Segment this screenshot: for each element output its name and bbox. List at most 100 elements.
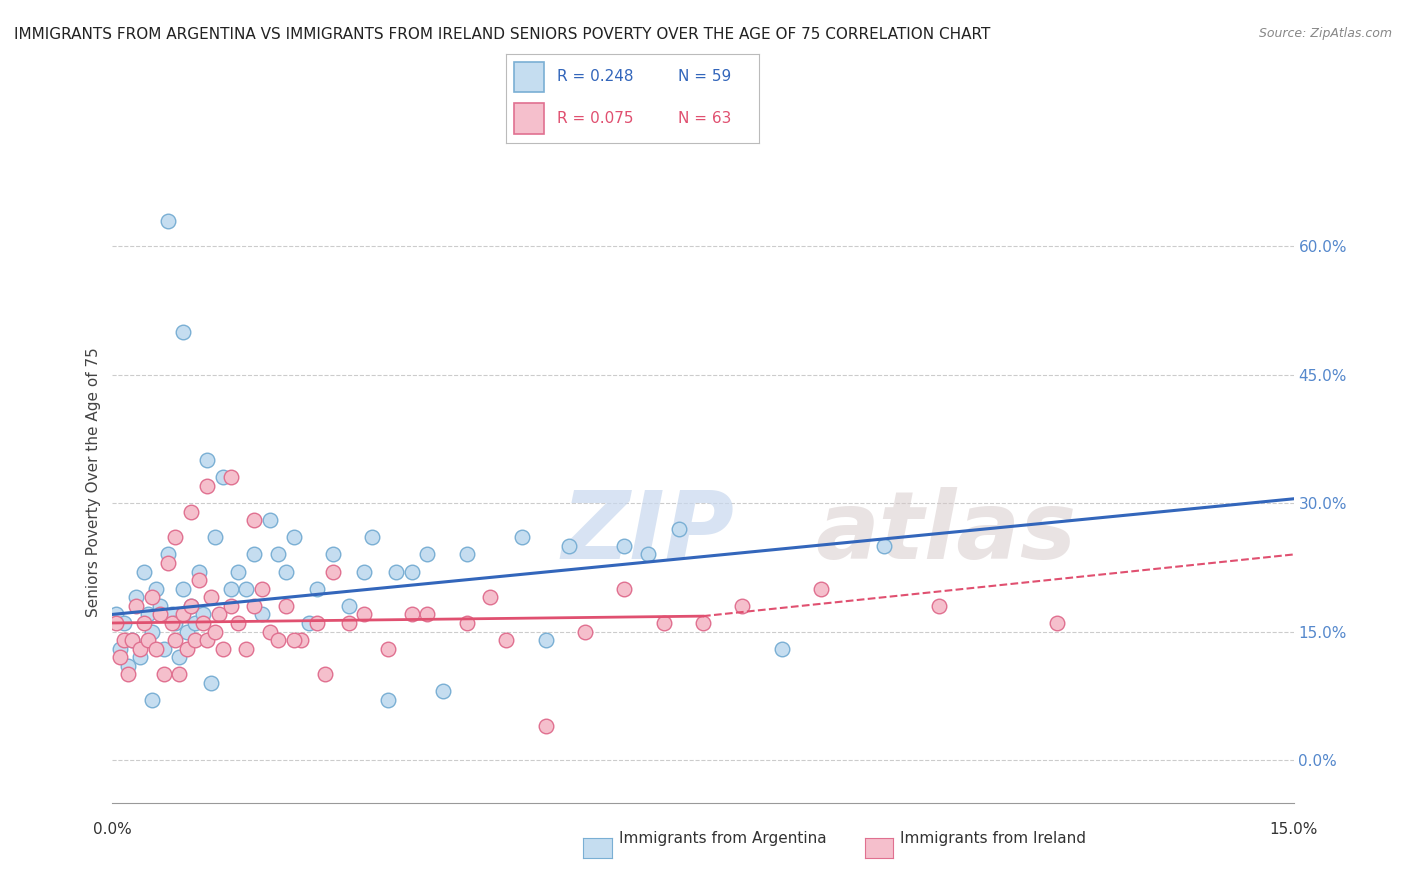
Point	[283, 633, 305, 648]
Point	[184, 633, 207, 648]
Point	[652, 615, 675, 630]
Point	[195, 453, 218, 467]
Point	[250, 582, 273, 596]
Point	[145, 582, 167, 596]
Point	[574, 624, 596, 639]
Point	[613, 582, 636, 596]
Point	[235, 641, 257, 656]
FancyBboxPatch shape	[513, 103, 544, 134]
Point	[105, 615, 128, 630]
Point	[112, 615, 135, 630]
Point	[219, 599, 242, 613]
Point	[211, 470, 233, 484]
Point	[165, 633, 187, 648]
Point	[731, 599, 754, 613]
Point	[770, 641, 793, 656]
Point	[228, 615, 250, 630]
Point	[132, 615, 155, 630]
Point	[510, 530, 533, 544]
Point	[243, 548, 266, 562]
Point	[184, 615, 207, 630]
Point	[274, 565, 297, 579]
Point	[204, 624, 226, 639]
Point	[534, 719, 557, 733]
Point	[125, 599, 148, 613]
Point	[243, 599, 266, 613]
Point	[416, 548, 439, 562]
Point	[188, 573, 211, 587]
Point	[160, 615, 183, 630]
Point	[219, 470, 242, 484]
Point	[121, 633, 143, 648]
Point	[243, 513, 266, 527]
Point	[228, 565, 250, 579]
Point	[314, 667, 336, 681]
Point	[200, 676, 222, 690]
Point	[322, 548, 344, 562]
Point	[160, 607, 183, 622]
Point	[172, 607, 194, 622]
Point	[810, 582, 832, 596]
FancyBboxPatch shape	[513, 62, 544, 92]
Y-axis label: Seniors Poverty Over the Age of 75: Seniors Poverty Over the Age of 75	[86, 347, 101, 616]
Point	[668, 522, 690, 536]
Point	[259, 513, 281, 527]
Text: 0.0%: 0.0%	[93, 822, 132, 837]
Point	[290, 633, 312, 648]
Point	[361, 530, 384, 544]
Point	[401, 607, 423, 622]
Point	[219, 582, 242, 596]
Text: R = 0.075: R = 0.075	[557, 112, 633, 126]
Point	[637, 548, 659, 562]
Point	[456, 615, 478, 630]
Point	[172, 582, 194, 596]
Text: IMMIGRANTS FROM ARGENTINA VS IMMIGRANTS FROM IRELAND SENIORS POVERTY OVER THE AG: IMMIGRANTS FROM ARGENTINA VS IMMIGRANTS …	[14, 27, 990, 42]
Point	[169, 667, 191, 681]
Point	[141, 624, 163, 639]
Point	[283, 530, 305, 544]
Point	[200, 591, 222, 605]
Point	[353, 607, 375, 622]
Point	[377, 641, 399, 656]
Point	[129, 641, 152, 656]
Point	[267, 633, 290, 648]
Point	[307, 582, 329, 596]
Point	[191, 607, 214, 622]
Text: N = 59: N = 59	[678, 70, 731, 84]
Point	[267, 548, 290, 562]
Point	[873, 539, 896, 553]
Point	[385, 565, 408, 579]
Point	[141, 693, 163, 707]
Point	[353, 565, 375, 579]
Point	[479, 591, 502, 605]
Text: Immigrants from Argentina: Immigrants from Argentina	[619, 831, 827, 846]
Point	[117, 667, 139, 681]
Point	[176, 624, 198, 639]
Point	[132, 565, 155, 579]
Point	[165, 530, 187, 544]
Point	[1046, 615, 1069, 630]
Point	[180, 505, 202, 519]
Point	[156, 548, 179, 562]
Point	[112, 633, 135, 648]
Point	[152, 667, 174, 681]
Point	[156, 213, 179, 227]
Point	[208, 607, 231, 622]
Point	[558, 539, 581, 553]
Point	[169, 650, 191, 665]
Point	[110, 650, 132, 665]
Point	[149, 599, 172, 613]
Point	[337, 615, 360, 630]
Point	[416, 607, 439, 622]
Point	[180, 599, 202, 613]
Point	[401, 565, 423, 579]
Point	[121, 633, 143, 648]
Text: Source: ZipAtlas.com: Source: ZipAtlas.com	[1258, 27, 1392, 40]
Point	[129, 650, 152, 665]
Point	[495, 633, 517, 648]
Text: Immigrants from Ireland: Immigrants from Ireland	[900, 831, 1085, 846]
Point	[165, 615, 187, 630]
Text: atlas: atlas	[815, 487, 1077, 579]
Point	[195, 479, 218, 493]
Point	[337, 599, 360, 613]
